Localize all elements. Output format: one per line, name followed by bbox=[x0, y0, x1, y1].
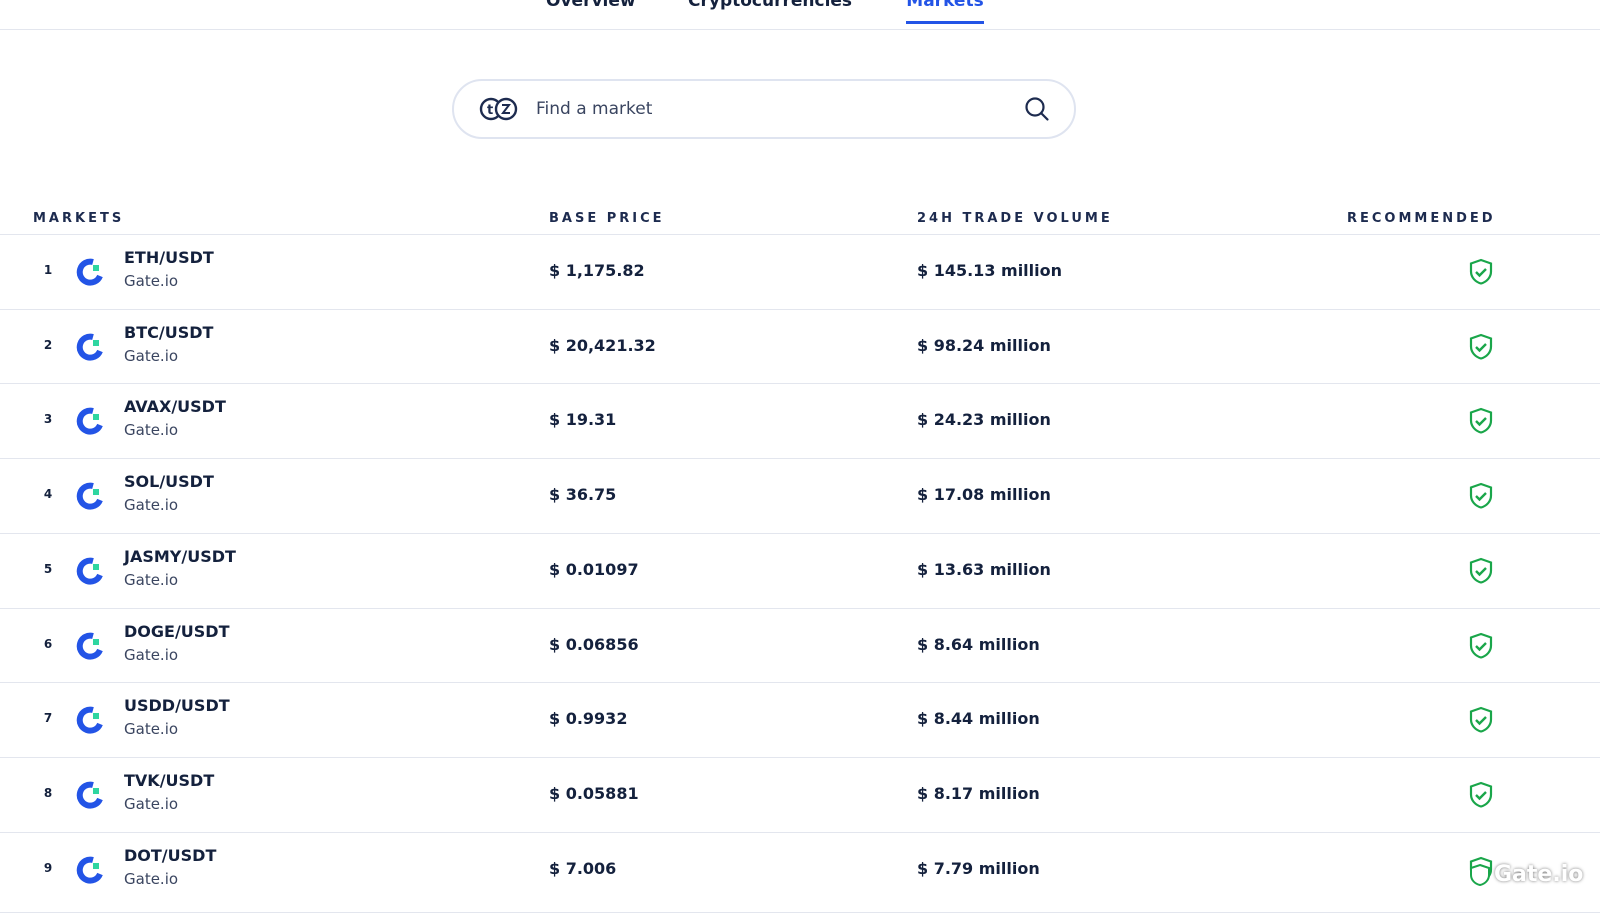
base-price: $ 0.05881 bbox=[549, 783, 639, 803]
search-input[interactable]: t Find a market bbox=[452, 79, 1076, 139]
recommended-shield-icon bbox=[1469, 781, 1493, 808]
recommended-shield-icon bbox=[1469, 333, 1493, 360]
table-row[interactable]: 8 TVK/USDT Gate.io $ 0.05881 $ 8.17 mill… bbox=[0, 756, 1600, 831]
tab-cryptocurrencies[interactable]: Cryptocurrencies bbox=[688, 0, 853, 11]
base-price: $ 0.06856 bbox=[549, 634, 639, 654]
base-price: $ 20,421.32 bbox=[549, 335, 656, 355]
column-header-recommended: RECOMMENDED bbox=[1347, 211, 1496, 226]
table-row[interactable]: 1 ETH/USDT Gate.io $ 1,175.82 $ 145.13 m… bbox=[0, 234, 1600, 308]
gate-exchange-logo-icon bbox=[76, 408, 103, 435]
rank: 6 bbox=[43, 636, 53, 651]
base-price: $ 0.01097 bbox=[549, 559, 639, 579]
gate-exchange-logo-icon bbox=[76, 706, 103, 734]
coins-icon: t bbox=[479, 97, 518, 121]
market-pair[interactable]: ETH/USDT bbox=[124, 248, 214, 267]
market-pair[interactable]: BTC/USDT bbox=[124, 322, 214, 342]
gate-logo-icon bbox=[1470, 863, 1490, 886]
column-header-volume[interactable]: 24H TRADE VOLUME bbox=[917, 211, 1113, 226]
exchange-name: Gate.io bbox=[124, 869, 179, 888]
gate-exchange-logo-icon bbox=[76, 557, 103, 585]
table-row[interactable]: 2 BTC/USDT Gate.io $ 20,421.32 $ 98.24 m… bbox=[0, 308, 1600, 383]
svg-text:t: t bbox=[487, 103, 493, 118]
exchange-name: Gate.io bbox=[124, 794, 179, 813]
trade-volume: $ 98.24 million bbox=[917, 335, 1051, 355]
tab-markets[interactable]: Markets bbox=[906, 0, 984, 24]
gate-exchange-logo-icon bbox=[76, 258, 103, 286]
exchange-name: Gate.io bbox=[124, 720, 179, 739]
trade-volume: $ 8.17 million bbox=[917, 783, 1040, 803]
rank: 2 bbox=[43, 337, 53, 352]
gate-exchange-logo-icon bbox=[76, 333, 103, 361]
recommended-shield-icon bbox=[1469, 258, 1493, 285]
trade-volume: $ 7.79 million bbox=[917, 858, 1040, 878]
recommended-shield-icon bbox=[1469, 632, 1493, 659]
trade-volume: $ 8.64 million bbox=[917, 634, 1040, 654]
recommended-shield-icon bbox=[1469, 557, 1493, 584]
market-pair[interactable]: TVK/USDT bbox=[124, 770, 215, 790]
base-price: $ 19.31 bbox=[549, 410, 617, 430]
rank: 7 bbox=[43, 711, 53, 726]
rank: 1 bbox=[43, 263, 53, 277]
tab-overview[interactable]: Overview bbox=[546, 0, 636, 11]
exchange-name: Gate.io bbox=[124, 346, 179, 365]
search-placeholder: Find a market bbox=[536, 99, 653, 119]
trade-volume: $ 8.44 million bbox=[917, 709, 1040, 729]
base-price: $ 7.006 bbox=[549, 858, 617, 878]
table-row[interactable]: 9 DOT/USDT Gate.io $ 7.006 $ 7.79 millio… bbox=[0, 831, 1600, 906]
market-pair[interactable]: USDD/USDT bbox=[124, 696, 230, 716]
market-pair[interactable]: JASMY/USDT bbox=[124, 546, 236, 566]
gate-exchange-logo-icon bbox=[76, 632, 103, 660]
search-icon[interactable] bbox=[1024, 96, 1050, 122]
exchange-name: Gate.io bbox=[124, 645, 179, 664]
table-bottom-divider bbox=[0, 912, 1600, 913]
rank: 8 bbox=[43, 785, 53, 800]
gate-exchange-logo-icon bbox=[76, 856, 103, 884]
tab-bar: Overview Cryptocurrencies Markets bbox=[0, 0, 1600, 30]
gate-exchange-logo-icon bbox=[76, 482, 103, 510]
table-row[interactable]: 7 USDD/USDT Gate.io $ 0.9932 $ 8.44 mill… bbox=[0, 682, 1600, 756]
market-pair[interactable]: DOGE/USDT bbox=[124, 621, 230, 641]
base-price: $ 36.75 bbox=[549, 485, 617, 505]
gate-exchange-logo-icon bbox=[76, 781, 103, 809]
market-pair[interactable]: AVAX/USDT bbox=[124, 397, 226, 417]
exchange-name: Gate.io bbox=[124, 570, 179, 589]
market-pair[interactable]: SOL/USDT bbox=[124, 472, 214, 492]
recommended-shield-icon bbox=[1469, 482, 1493, 509]
rank: 9 bbox=[43, 860, 53, 875]
trade-volume: $ 13.63 million bbox=[917, 559, 1051, 579]
rank: 4 bbox=[43, 487, 53, 502]
exchange-name: Gate.io bbox=[124, 272, 179, 290]
table-row[interactable]: 6 DOGE/USDT Gate.io $ 0.06856 $ 8.64 mil… bbox=[0, 607, 1600, 682]
trade-volume: $ 145.13 million bbox=[917, 261, 1063, 280]
exchange-name: Gate.io bbox=[124, 496, 179, 515]
trade-volume: $ 17.08 million bbox=[917, 485, 1051, 505]
trade-volume: $ 24.23 million bbox=[917, 410, 1051, 430]
table-row[interactable]: 4 SOL/USDT Gate.io $ 36.75 $ 17.08 milli… bbox=[0, 458, 1600, 532]
column-header-markets[interactable]: MARKETS bbox=[33, 211, 125, 226]
market-pair[interactable]: DOT/USDT bbox=[124, 845, 217, 865]
exchange-name: Gate.io bbox=[124, 421, 179, 440]
base-price: $ 0.9932 bbox=[549, 709, 628, 729]
table-row[interactable]: 5 JASMY/USDT Gate.io $ 0.01097 $ 13.63 m… bbox=[0, 532, 1600, 607]
column-header-base-price[interactable]: BASE PRICE bbox=[549, 211, 665, 226]
table-row[interactable]: 3 AVAX/USDT Gate.io $ 19.31 $ 24.23 mill… bbox=[0, 383, 1600, 457]
watermark: Gate.io bbox=[1468, 862, 1583, 887]
recommended-shield-icon bbox=[1469, 707, 1493, 733]
recommended-shield-icon bbox=[1469, 408, 1493, 435]
base-price: $ 1,175.82 bbox=[549, 261, 645, 280]
rank: 3 bbox=[43, 412, 53, 427]
rank: 5 bbox=[43, 561, 53, 576]
